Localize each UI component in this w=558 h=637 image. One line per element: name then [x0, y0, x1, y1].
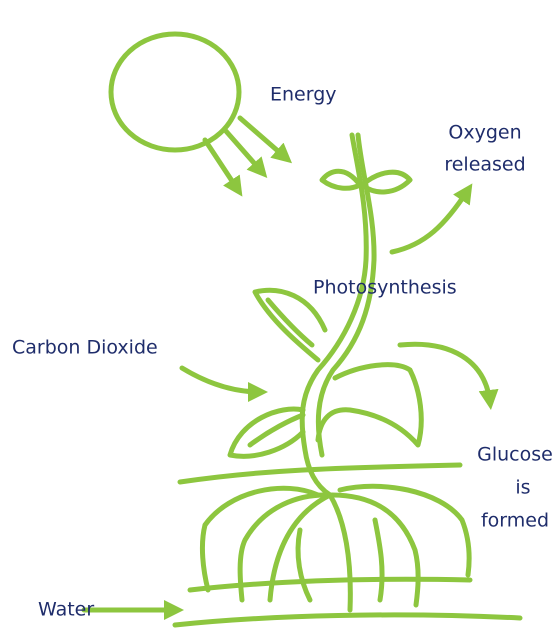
glucose-label: formed	[481, 510, 549, 532]
photosynthesis-label: Photosynthesis	[313, 277, 457, 299]
water-label: Water	[38, 599, 94, 621]
glucose-label: is	[515, 477, 530, 499]
diagram: Energy Oxygen released Photosynthesis Ca…	[0, 0, 558, 637]
oxygen-label: Oxygen	[448, 122, 521, 144]
oxygen-label: released	[444, 154, 525, 176]
energy-label: Energy	[270, 84, 337, 106]
carbon-dioxide-label: Carbon Dioxide	[12, 337, 158, 359]
glucose-label: Glucose	[477, 444, 553, 466]
